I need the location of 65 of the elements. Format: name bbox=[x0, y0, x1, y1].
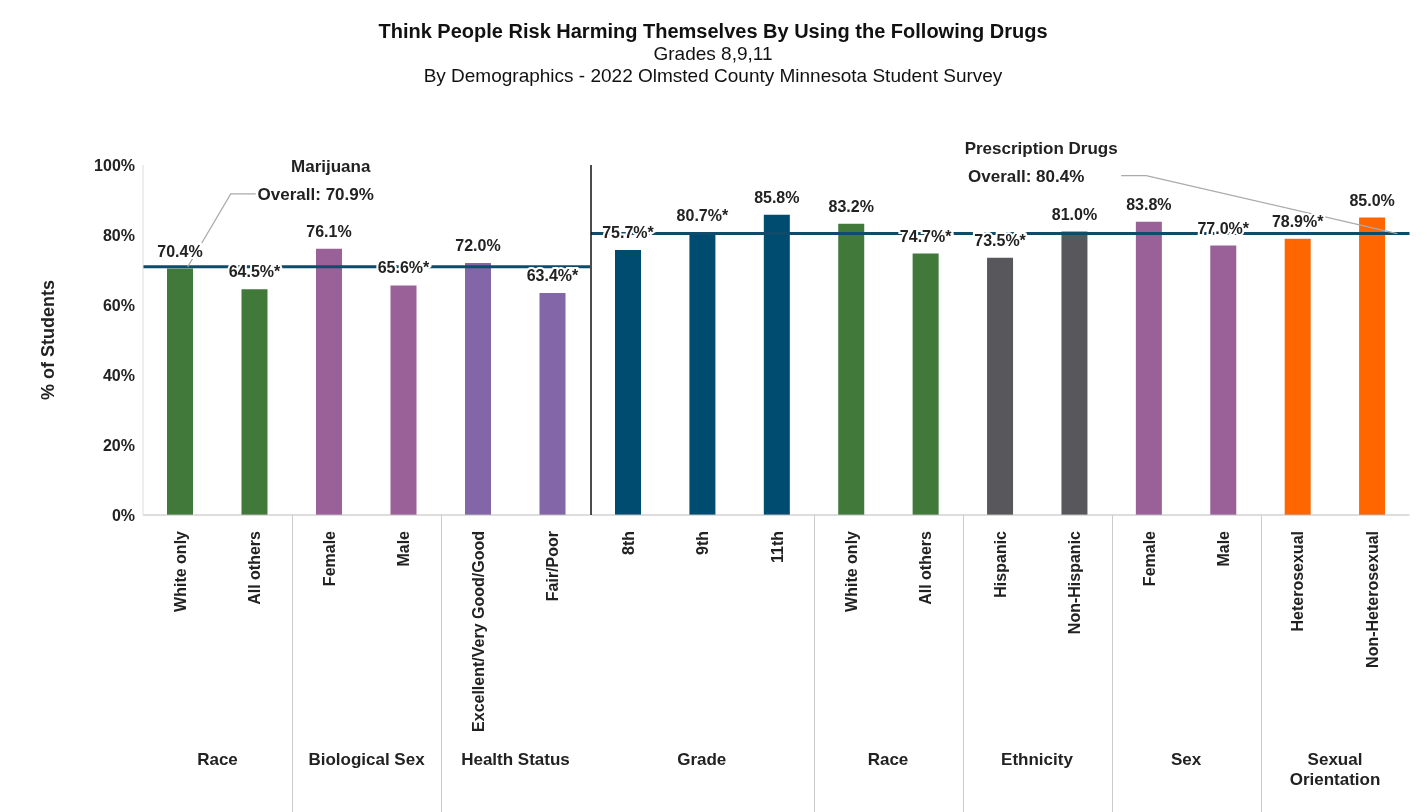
bar bbox=[763, 214, 790, 515]
data-label: 85.0% bbox=[1349, 191, 1395, 209]
bar bbox=[689, 232, 716, 515]
x-tick-label: Non-Heterosexual bbox=[1363, 531, 1381, 668]
y-tick-label: 60% bbox=[102, 296, 135, 314]
x-tick-label: Male bbox=[395, 530, 413, 567]
bar bbox=[1359, 217, 1386, 515]
bar bbox=[987, 257, 1014, 515]
x-tick-label: White only bbox=[171, 530, 189, 612]
x-tick-label: All others bbox=[246, 530, 264, 605]
x-tick-label: Heterosexual bbox=[1289, 531, 1307, 632]
data-label: 81.0% bbox=[1051, 205, 1098, 223]
bar bbox=[316, 248, 342, 515]
data-label: 73.5%* bbox=[974, 231, 1027, 249]
text: Grade bbox=[676, 750, 728, 770]
x-tick-label: Female bbox=[1140, 530, 1158, 587]
x-tick-label: 8th bbox=[619, 531, 637, 555]
y-tick-label: 20% bbox=[102, 436, 135, 454]
data-label: 70.4% bbox=[157, 242, 203, 260]
text: Think People Risk Harming Themselves By Using the Following Drugs bbox=[377, 20, 1049, 43]
text: Sex bbox=[1169, 750, 1203, 770]
y-tick-label: 0% bbox=[111, 506, 135, 524]
text: Health Status bbox=[460, 750, 571, 770]
x-tick-label: All others bbox=[917, 530, 935, 605]
data-label: 80.7%* bbox=[676, 206, 729, 224]
x-tick-label: 9th bbox=[694, 531, 712, 555]
y-tick-label: 100% bbox=[94, 156, 135, 174]
x-tick-label: Excellent/Very Good/Good bbox=[469, 531, 487, 732]
data-label: 63.4%* bbox=[526, 267, 580, 285]
data-label: 72.0% bbox=[455, 237, 501, 254]
bar bbox=[465, 263, 491, 515]
bar bbox=[241, 289, 268, 515]
bar bbox=[1210, 245, 1237, 515]
y-tick-label: 40% bbox=[102, 366, 135, 384]
data-label: 64.5%* bbox=[228, 263, 282, 281]
y-tick-label: 80% bbox=[102, 226, 135, 244]
ref-line-label: Marijuana Overall: 70.9% bbox=[257, 156, 374, 204]
bar bbox=[167, 268, 193, 515]
data-label: 83.2% bbox=[828, 197, 874, 215]
x-tick-label: Fair/Poor bbox=[544, 531, 562, 602]
x-tick-label: 11th bbox=[768, 531, 786, 564]
data-label: 85.8% bbox=[754, 188, 800, 206]
data-label: 78.9%* bbox=[1271, 212, 1325, 230]
bar bbox=[1284, 238, 1311, 515]
bar bbox=[615, 250, 641, 515]
data-label: 83.8% bbox=[1126, 195, 1172, 213]
text: Biological Sex bbox=[307, 750, 426, 770]
ref-line-label: Prescription Drugs Overall: 80.4% bbox=[964, 138, 1118, 186]
text: Grades 8,9,11 By Demographics - 2022 Olmsted County Minnesota Student Survey bbox=[422, 43, 1004, 87]
data-label: 76.1% bbox=[306, 222, 352, 240]
x-tick-label: Female bbox=[320, 530, 338, 587]
x-tick-label: Non-Hispanic bbox=[1066, 530, 1084, 635]
y-axis-title: % of Students bbox=[38, 280, 59, 400]
bar bbox=[390, 285, 417, 515]
bar bbox=[1135, 221, 1162, 515]
text: Sexual Orientation bbox=[1288, 750, 1382, 790]
x-tick-label: Hispanic bbox=[991, 530, 1009, 598]
text: Race bbox=[866, 750, 910, 770]
text: Ethnicity bbox=[1000, 750, 1074, 770]
x-tick-label: White only bbox=[842, 530, 860, 612]
x-tick-label: Male bbox=[1214, 530, 1232, 567]
bar bbox=[838, 223, 865, 515]
text: Race bbox=[196, 750, 239, 770]
bar bbox=[912, 253, 939, 515]
bar bbox=[539, 293, 566, 515]
